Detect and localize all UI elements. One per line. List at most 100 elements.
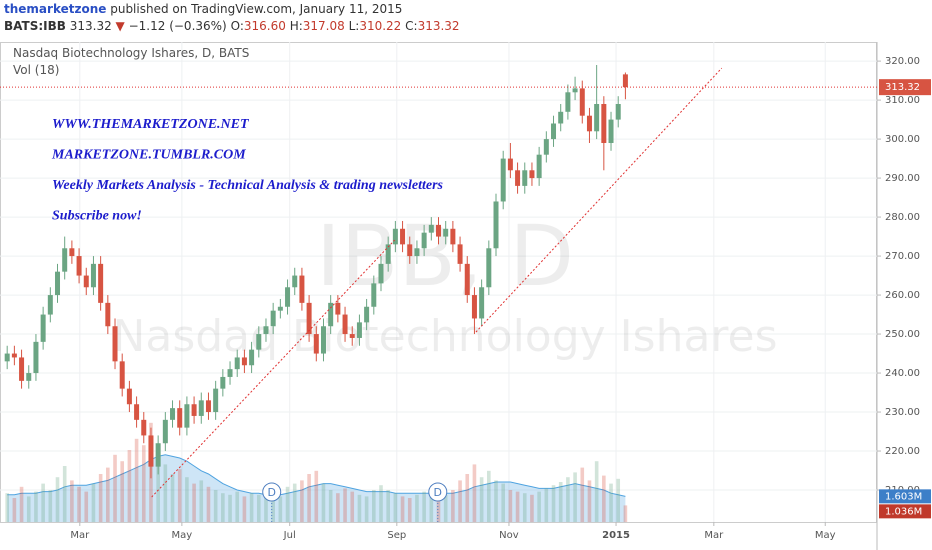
ohlc-label: L: (348, 19, 360, 33)
volume-bar (479, 477, 484, 522)
volume-bar (357, 494, 362, 522)
author-link[interactable]: themarketzone (4, 2, 107, 16)
candle-body (565, 92, 571, 112)
candle-body (119, 361, 125, 389)
volume-bar (515, 491, 520, 522)
volume-value-label: 1.036M (885, 506, 922, 517)
candle-body (277, 306, 283, 311)
last-price-label: 313.32 (885, 82, 920, 93)
volume-bar (185, 477, 189, 522)
candle-body (522, 170, 528, 186)
volume-bar (623, 505, 628, 522)
volume-bar (242, 496, 247, 522)
volume-bar (156, 451, 160, 522)
volume-bar (379, 485, 383, 522)
volume-bar (472, 464, 477, 522)
volume-bar (5, 493, 9, 522)
volume-bar (451, 490, 455, 522)
candle-body (270, 310, 276, 327)
candle-body (98, 263, 104, 303)
x-tick-label: Jul (283, 530, 296, 541)
volume-bar (393, 493, 398, 522)
volume-bar (12, 498, 17, 522)
candle-body (285, 287, 291, 307)
ohlc-label: H: (289, 19, 303, 33)
volume-bar (264, 498, 268, 522)
candle-body (443, 228, 449, 237)
volume-bar (19, 486, 24, 522)
volume-bar (616, 478, 621, 522)
candle-body (471, 295, 477, 319)
candle-body (543, 139, 549, 155)
candle-body (551, 123, 557, 140)
candle-body (306, 302, 312, 335)
volume-bar (77, 486, 81, 522)
volume-bar (292, 483, 297, 522)
volume-value-box (879, 504, 931, 519)
candle-body (400, 228, 406, 245)
volume-bar (278, 496, 283, 522)
candle-body (586, 115, 592, 132)
candle-body (90, 263, 96, 288)
last-price-box (879, 79, 931, 96)
event-marker (428, 482, 448, 502)
volume-bar (494, 480, 498, 522)
candle-body (191, 404, 197, 416)
x-tick-label: May (172, 530, 193, 541)
y-tick-label: 260.00 (885, 290, 920, 301)
candle-body (407, 244, 413, 257)
volume-bar (256, 494, 261, 522)
volume-bar (573, 472, 577, 522)
candle-body (457, 244, 463, 264)
x-tick-label: Nov (499, 530, 519, 541)
symbol: BATS:IBB (4, 19, 66, 33)
candle-body (4, 353, 10, 362)
candle-body (256, 334, 262, 350)
volume-bar (26, 496, 31, 522)
ohlc-value: 317.08 (302, 19, 345, 33)
candle-body (349, 334, 355, 338)
volume-bar (113, 454, 117, 522)
ohlc-value: 310.22 (359, 19, 402, 33)
volume-bar (249, 493, 254, 522)
volume-bar (487, 470, 491, 522)
y-tick-label: 240.00 (885, 368, 920, 379)
chart-title: Nasdaq Biotechnology Ishares, D, BATS (13, 46, 249, 60)
candle-body (234, 357, 240, 370)
volume-bar (55, 477, 60, 522)
volume-bar (594, 461, 599, 522)
watermark-symbol: IBB, D (316, 207, 574, 305)
candle-body (11, 353, 17, 358)
volume-bar (522, 493, 527, 522)
volume-bar (134, 438, 139, 522)
volume-bar (372, 490, 376, 522)
volume-bar (544, 488, 549, 522)
candle-body (241, 357, 247, 366)
y-tick-label: 300.00 (885, 134, 920, 145)
candle-body (608, 119, 614, 143)
volume-bar (84, 491, 89, 522)
candle-body (198, 400, 204, 416)
change: −1.12 (−0.36%) (128, 19, 227, 33)
event-label: D (434, 486, 442, 499)
candle-body (148, 435, 154, 467)
candle-body (313, 334, 319, 354)
annotation: Weekly Markets Analysis - Technical Anal… (52, 178, 444, 193)
volume-bar (537, 491, 541, 522)
annotation: WWW.THEMARKETZONE.NET (52, 117, 250, 132)
y-tick-label: 320.00 (885, 56, 920, 67)
candle-body (572, 88, 578, 93)
candle-body (134, 404, 140, 420)
candle-body (320, 326, 326, 354)
volume-bar (314, 470, 319, 522)
candle-body (33, 341, 39, 374)
candle-body (493, 201, 499, 249)
candle-body (464, 263, 470, 296)
volume-bar (228, 494, 232, 522)
candle-body (594, 103, 600, 132)
volume-ma-line (7, 454, 626, 497)
candle-body (47, 295, 53, 315)
volume-ma-label: 1.603M (885, 491, 922, 502)
